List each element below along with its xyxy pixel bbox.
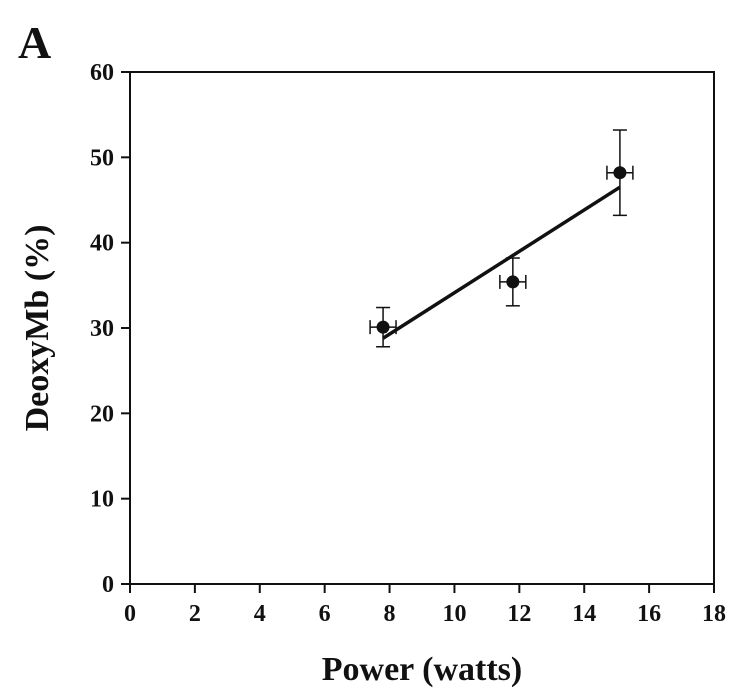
x-tick-label: 18 [702, 601, 726, 627]
x-tick-label: 0 [124, 601, 136, 627]
fit-line [382, 185, 621, 340]
x-axis-ticks: 0 2 4 6 8 10 12 14 16 18 [124, 584, 726, 627]
plot-frame [129, 71, 715, 585]
y-tick-label: 0 [102, 572, 114, 598]
y-tick-label: 30 [90, 316, 114, 342]
y-axis-ticks: 0 10 20 30 40 50 60 [90, 60, 130, 598]
data-point [613, 166, 627, 180]
x-tick-label: 6 [319, 601, 331, 627]
data-point [506, 275, 520, 289]
data-points-layer [369, 129, 634, 348]
y-tick-label: 10 [90, 487, 114, 513]
x-axis-title: Power (watts) [322, 651, 522, 688]
y-axis-title: DeoxyMb (%) [19, 225, 56, 432]
y-tick-label: 20 [90, 401, 114, 427]
y-tick-label: 40 [90, 231, 114, 257]
x-tick-label: 4 [254, 601, 266, 627]
y-tick-label: 50 [90, 145, 114, 171]
x-tick-label: 8 [384, 601, 396, 627]
panel-label: A [18, 17, 51, 68]
data-point-group [606, 129, 634, 217]
data-point-group [369, 306, 397, 348]
data-point [376, 320, 390, 334]
x-tick-label: 14 [572, 601, 596, 627]
fit-line-layer [382, 185, 621, 340]
y-tick-label: 60 [90, 60, 114, 86]
x-tick-label: 10 [442, 601, 466, 627]
x-tick-label: 12 [507, 601, 531, 627]
data-point-group [499, 257, 527, 307]
x-tick-label: 16 [637, 601, 661, 627]
x-tick-label: 2 [189, 601, 201, 627]
